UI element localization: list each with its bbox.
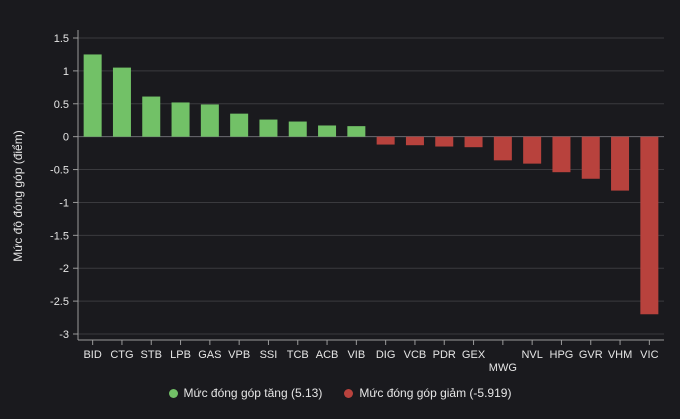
y-tick-label: -2.5 <box>50 296 69 308</box>
x-tick-label-gas: GAS <box>198 349 221 361</box>
bar-tcb[interactable] <box>288 121 307 137</box>
x-tick-label-bid: BID <box>83 349 101 361</box>
grid-lines <box>78 37 664 335</box>
bar-vhm[interactable] <box>611 136 630 191</box>
legend: Mức đóng góp tăng (5.13) Mức đóng góp gi… <box>0 386 680 400</box>
x-tick-label-stb: STB <box>141 349 162 361</box>
bar-stb[interactable] <box>142 96 161 137</box>
bar-ssi[interactable] <box>259 119 278 137</box>
x-tick-label-hpg: HPG <box>550 349 574 361</box>
x-tick-label-tcb: TCB <box>287 349 309 361</box>
y-tick-label: -1 <box>59 197 69 209</box>
bars <box>83 54 659 315</box>
x-tick-label-lpb: LPB <box>170 349 191 361</box>
bar-hpg[interactable] <box>552 136 571 173</box>
bar-bid[interactable] <box>83 54 102 137</box>
bar-gas[interactable] <box>200 104 219 137</box>
y-tick-label: -3 <box>59 329 69 341</box>
x-tick-label-vpb: VPB <box>228 349 250 361</box>
x-tick-label-gex: GEX <box>462 349 486 361</box>
legend-label-positive: Mức đóng góp tăng (5.13) <box>183 386 323 400</box>
legend-item-positive[interactable]: Mức đóng góp tăng (5.13) <box>168 386 323 400</box>
y-axis: 1.5 1 0.5 0 -0.5 -1 -1.5 -2 -2.5 -3 <box>50 30 79 341</box>
y-tick-label: 1 <box>63 66 69 78</box>
y-tick-label: 0 <box>63 132 69 144</box>
bar-pdr[interactable] <box>435 136 454 147</box>
y-tick-label: -0.5 <box>50 165 69 177</box>
x-tick-label-mwg: MWG <box>489 362 517 374</box>
x-axis: BID CTG STB LPB GAS VPB SSI TCB ACB VIB DIG VCB PDR G… <box>78 339 664 374</box>
x-tick-label-vic: VIC <box>640 349 658 361</box>
bar-dig[interactable] <box>376 136 395 145</box>
y-tick-label: -2 <box>59 263 69 275</box>
x-tick-label-vib: VIB <box>347 349 365 361</box>
x-tick-label-gvr: GVR <box>579 349 603 361</box>
bar-vib[interactable] <box>347 126 366 137</box>
bar-vcb[interactable] <box>405 136 424 146</box>
legend-label-negative: Mức đóng góp giảm (-5.919) <box>359 386 512 400</box>
y-tick-label: 1.5 <box>54 33 69 45</box>
y-tick-label: -1.5 <box>50 230 69 242</box>
bar-gvr[interactable] <box>581 136 600 179</box>
x-tick-label-dig: DIG <box>376 349 396 361</box>
legend-item-negative[interactable]: Mức đóng góp giảm (-5.919) <box>344 386 511 400</box>
y-axis-label: Mức độ đóng góp (điểm) <box>11 130 25 261</box>
x-tick-label-ssi: SSI <box>260 349 278 361</box>
bar-gex[interactable] <box>464 136 483 148</box>
bar-vpb[interactable] <box>230 113 249 137</box>
x-tick-label-nvl: NVL <box>521 349 542 361</box>
x-tick-label-pdr: PDR <box>433 349 456 361</box>
x-tick-label-vcb: VCB <box>404 349 427 361</box>
legend-dot-positive <box>168 388 178 398</box>
bar-ctg[interactable] <box>112 67 131 137</box>
y-tick-label: 0.5 <box>54 99 69 111</box>
x-tick-label-ctg: CTG <box>110 349 133 361</box>
bar-acb[interactable] <box>318 125 337 137</box>
bar-mwg[interactable] <box>493 136 512 161</box>
x-tick-label-vhm: VHM <box>608 349 632 361</box>
legend-dot-negative <box>344 388 354 398</box>
bar-lpb[interactable] <box>171 102 190 137</box>
bar-vic[interactable] <box>640 136 659 315</box>
bar-nvl[interactable] <box>523 136 542 164</box>
x-tick-label-acb: ACB <box>316 349 339 361</box>
